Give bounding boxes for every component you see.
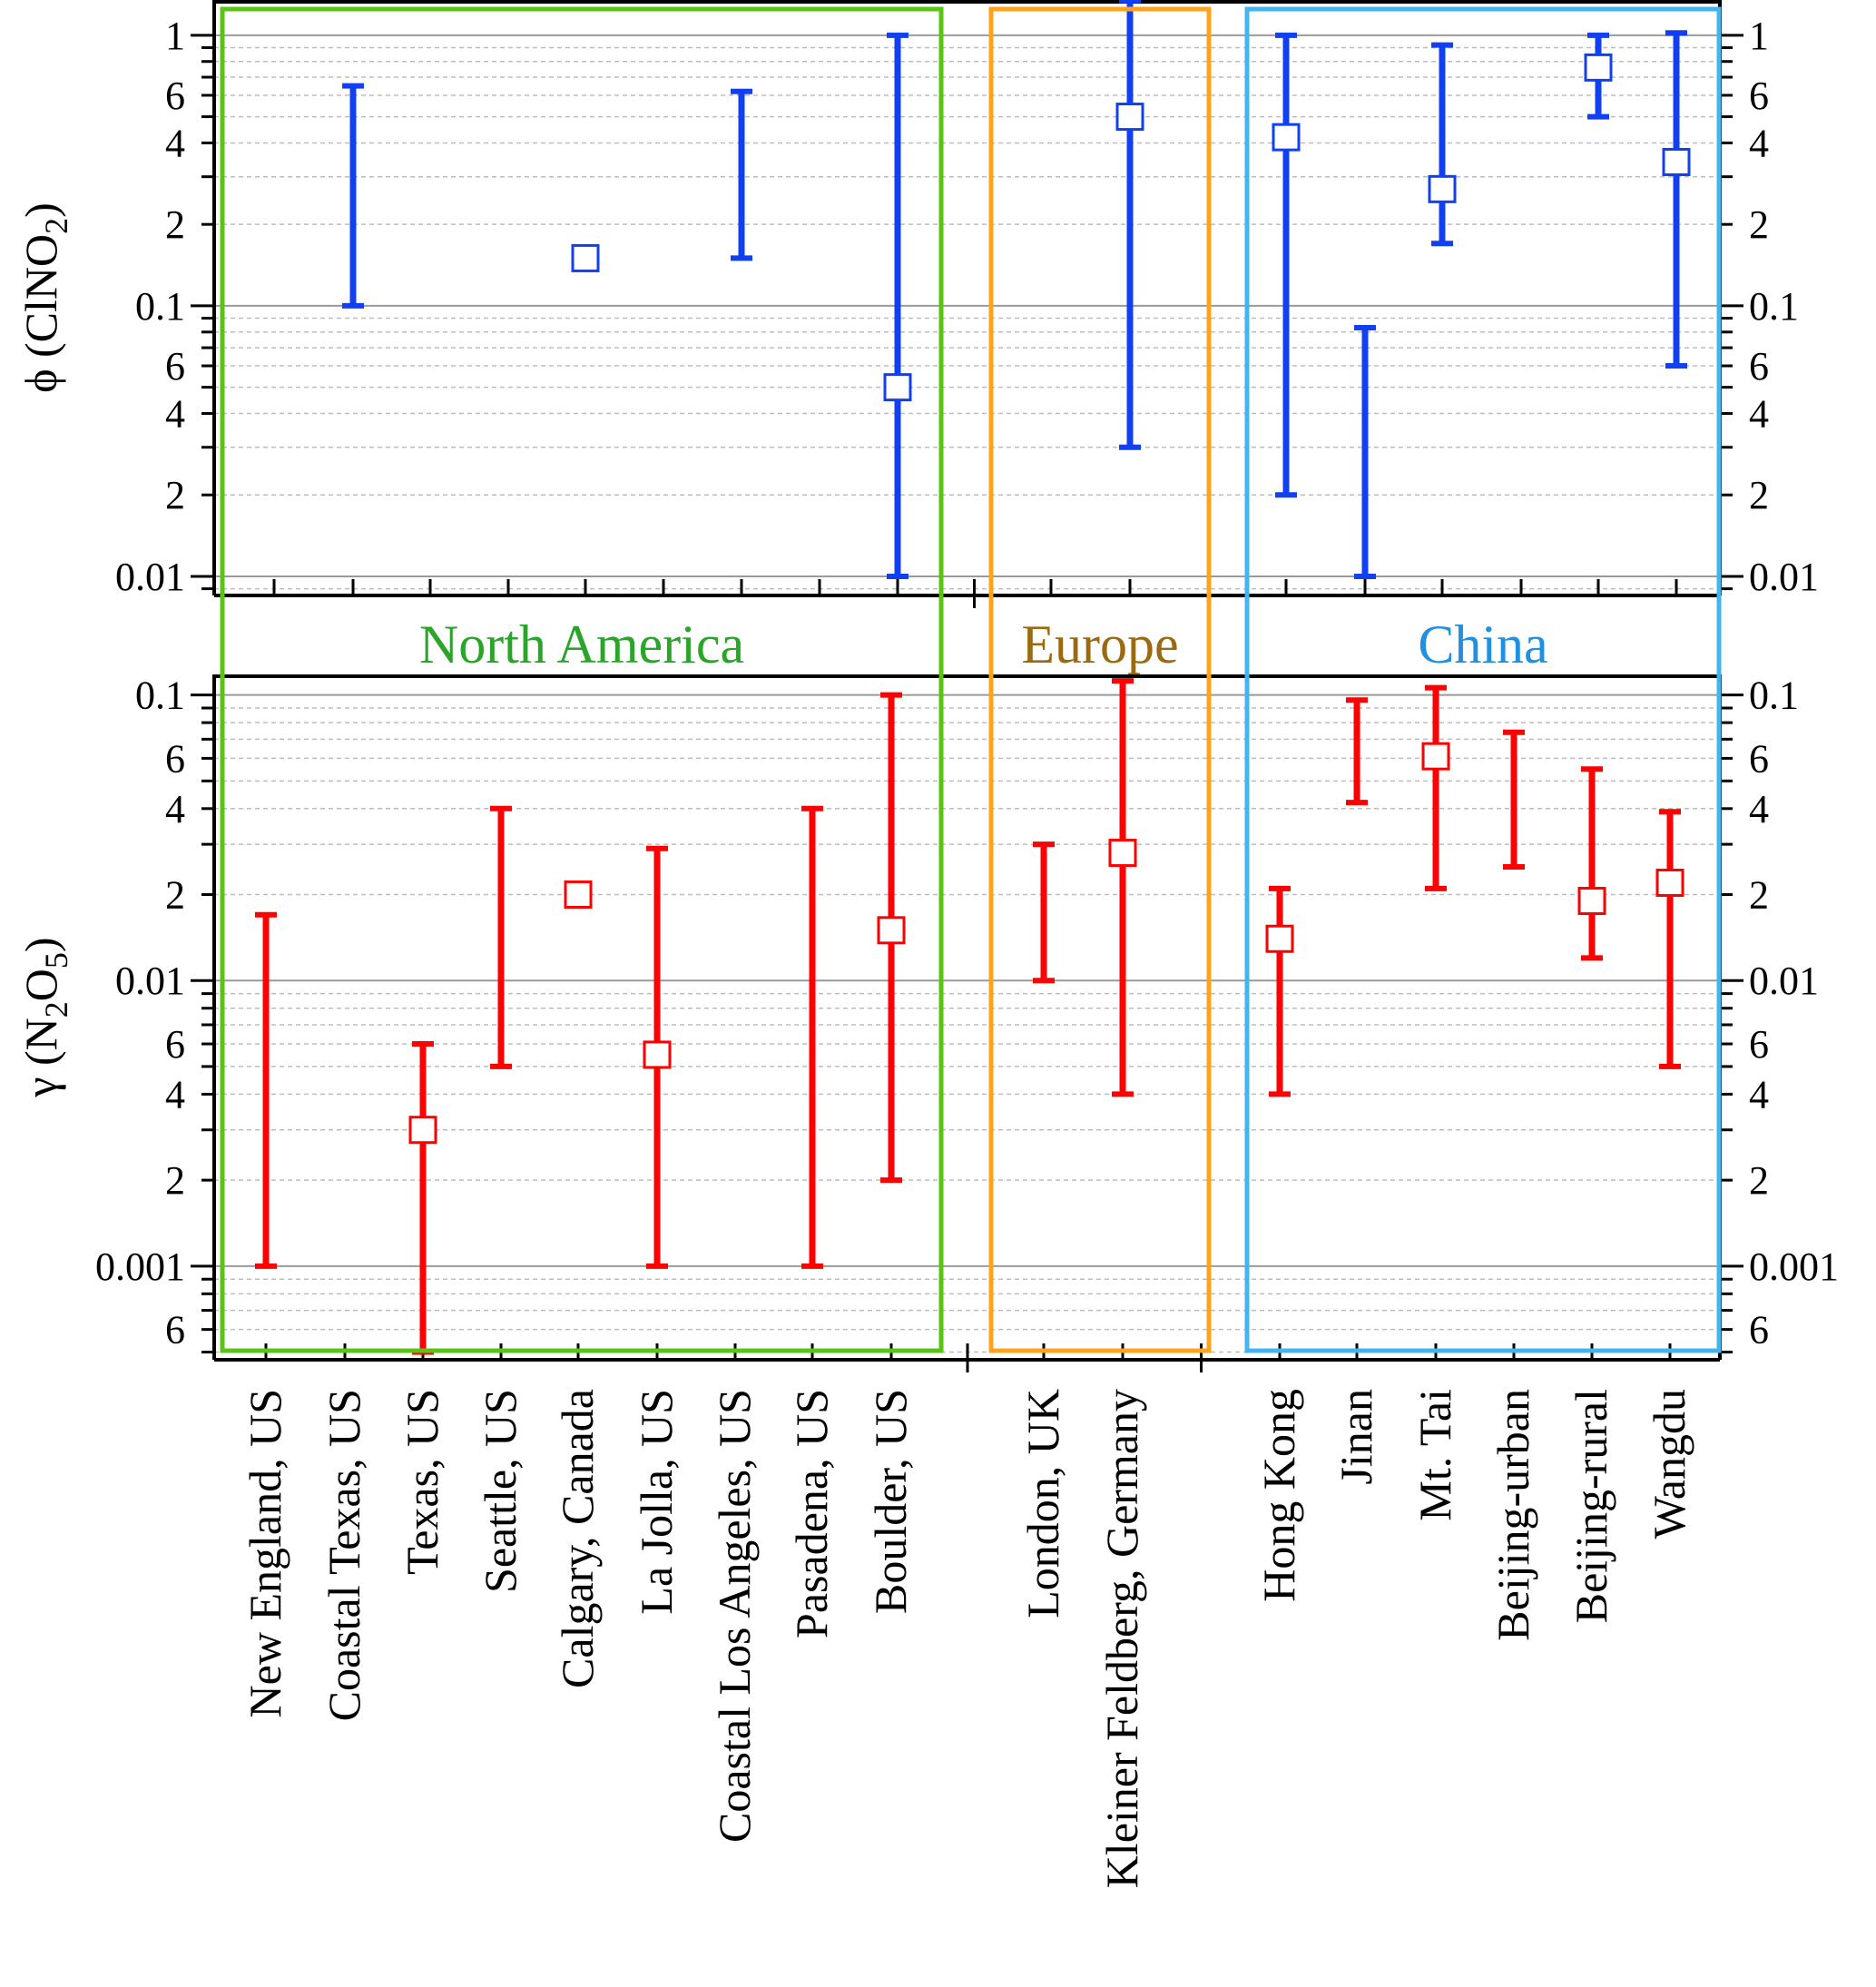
gamma-panel: 0.001 0.001 0.01 0.01 0.1 0.1 6 6 2 2 4 4 6 6 2 2 4 4 6 6 γ … xyxy=(15,674,1839,1372)
gamma-left-tick-label: 6 xyxy=(165,736,185,781)
category-label: Mt. Tai xyxy=(1409,1389,1460,1521)
region-label-china: China xyxy=(1418,615,1547,674)
phi-left-tick-label: 0.1 xyxy=(135,284,185,329)
phi-data-point xyxy=(883,373,912,402)
phi-left-tick-label: 2 xyxy=(165,473,185,517)
phi-y-axis-label-part: ϕ (ClNO xyxy=(15,234,66,393)
category-label: Jinan xyxy=(1331,1389,1381,1485)
phi-data-point xyxy=(1428,174,1457,203)
gamma-y-axis-label-part: 5 xyxy=(38,952,74,969)
category-label: Boulder, US xyxy=(865,1389,916,1614)
region-label-europe: Europe xyxy=(1021,615,1178,674)
phi-right-tick-label: 1 xyxy=(1749,14,1769,58)
gamma-right-tick-label: 4 xyxy=(1749,1072,1769,1116)
gamma-left-tick-label: 6 xyxy=(165,1308,185,1353)
phi-left-tick-label: 0.01 xyxy=(115,555,185,599)
gamma-left-tick-label: 2 xyxy=(165,1158,185,1203)
gamma-left-tick-label: 0.01 xyxy=(115,959,185,1003)
phi-data-point xyxy=(1115,103,1144,132)
category-label: Texas, US xyxy=(397,1389,447,1575)
category-label: Kleiner Feldberg, Germany xyxy=(1096,1389,1147,1888)
phi-left-tick-label: 6 xyxy=(165,344,185,389)
phi-right-tick-label: 4 xyxy=(1749,121,1769,165)
category-label: Seattle, US xyxy=(475,1389,525,1593)
gamma-left-tick-label: 4 xyxy=(165,1072,185,1116)
gamma-y-axis-label: γ (N2O5) xyxy=(15,937,74,1097)
gamma-right-tick-label: 0.1 xyxy=(1749,674,1799,718)
gamma-data-point xyxy=(643,1040,672,1069)
region-box-europe xyxy=(988,6,1212,1353)
phi-right-tick-label: 6 xyxy=(1749,344,1769,389)
category-label: Coastal Texas, US xyxy=(319,1389,369,1721)
category-label: Coastal Los Angeles, US xyxy=(709,1389,760,1843)
gamma-data-point xyxy=(1577,887,1606,916)
phi-right-tick-label: 2 xyxy=(1749,202,1769,247)
phi-y-axis-label-part: 2 xyxy=(38,218,74,234)
region-boxes: North America Europe China xyxy=(220,6,1722,1353)
gamma-y-axis-label-part: O xyxy=(15,969,66,1001)
phi-right-tick-label: 6 xyxy=(1749,74,1769,118)
gamma-data-point xyxy=(1421,742,1450,771)
gamma-data-point xyxy=(877,916,906,945)
phi-left-tick-label: 2 xyxy=(165,202,185,247)
gamma-right-tick-label: 4 xyxy=(1749,787,1769,831)
gamma-left-tick-label: 4 xyxy=(165,787,185,831)
gamma-y-axis-label-part: 2 xyxy=(38,1001,74,1018)
category-label: Beijing-rural xyxy=(1566,1389,1616,1623)
gamma-left-tick-label: 0.001 xyxy=(95,1244,185,1289)
phi-y-axis-label: ϕ (ClNO2) xyxy=(15,202,74,393)
category-label: London, UK xyxy=(1017,1389,1068,1618)
gamma-right-tick-label: 0.001 xyxy=(1749,1244,1839,1289)
region-label-north-america: North America xyxy=(419,615,744,674)
phi-right-tick-label: 0.01 xyxy=(1749,555,1819,599)
phi-left-tick-label: 1 xyxy=(165,14,185,58)
gamma-y-axis-label-part: ) xyxy=(15,937,66,952)
region-box-north-america xyxy=(220,6,944,1353)
category-label: Beijing-urban xyxy=(1488,1389,1538,1641)
gamma-right-tick-label: 6 xyxy=(1749,736,1769,781)
gamma-right-tick-label: 6 xyxy=(1749,1308,1769,1353)
gamma-left-tick-label: 6 xyxy=(165,1022,185,1067)
category-labels: New England, US Coastal Texas, US Texas, U… xyxy=(240,1389,1694,1888)
gamma-right-tick-label: 2 xyxy=(1749,873,1769,918)
gamma-left-tick-label: 2 xyxy=(165,873,185,918)
phi-right-tick-label: 0.1 xyxy=(1749,284,1799,329)
gamma-data-point xyxy=(1265,924,1294,953)
gamma-data-point xyxy=(564,880,593,910)
phi-data-point xyxy=(571,243,600,272)
phi-data-point xyxy=(1272,123,1301,152)
gamma-y-axis-label-part: γ (N xyxy=(15,1018,66,1097)
category-label: Calgary, Canada xyxy=(552,1389,603,1688)
phi-data-point xyxy=(1662,147,1691,176)
region-box-china xyxy=(1244,6,1722,1353)
category-label: New England, US xyxy=(240,1389,290,1717)
gamma-right-tick-label: 2 xyxy=(1749,1158,1769,1203)
gamma-data-point xyxy=(408,1116,437,1145)
phi-y-axis-label-part: ) xyxy=(15,202,66,218)
gamma-left-tick-label: 0.1 xyxy=(135,674,185,718)
phi-panel: 0.01 0.010.1 0.11 12 24 46 62 24 46 6ϕ (ClNO2) xyxy=(15,0,1819,608)
category-label: La Jolla, US xyxy=(631,1389,682,1615)
category-label: Wangdu xyxy=(1644,1389,1694,1539)
phi-left-tick-label: 4 xyxy=(165,392,185,437)
phi-left-tick-label: 6 xyxy=(165,74,185,118)
category-label: Pasadena, US xyxy=(786,1389,837,1638)
gamma-right-tick-label: 0.01 xyxy=(1749,959,1819,1003)
phi-left-tick-label: 4 xyxy=(165,121,185,165)
phi-right-tick-label: 2 xyxy=(1749,473,1769,517)
gamma-data-point xyxy=(1108,839,1137,868)
phi-data-point xyxy=(1584,53,1613,82)
gamma-right-tick-label: 6 xyxy=(1749,1022,1769,1067)
phi-right-tick-label: 4 xyxy=(1749,392,1769,437)
category-label: Hong Kong xyxy=(1253,1389,1304,1602)
gamma-data-point xyxy=(1655,868,1684,897)
